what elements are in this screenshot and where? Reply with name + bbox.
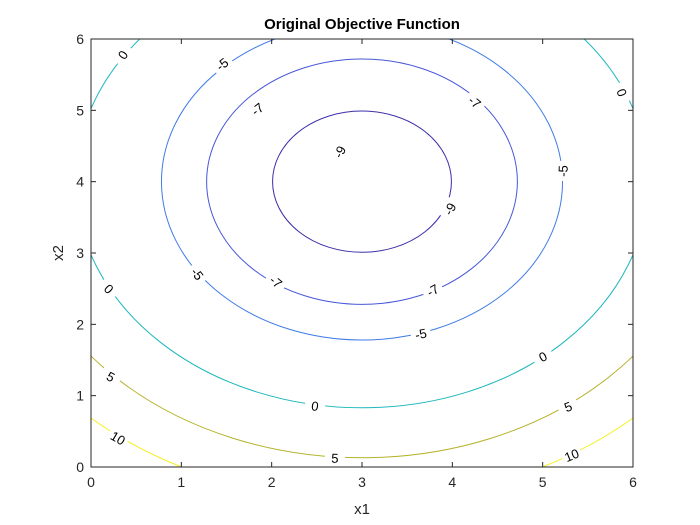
y-tick-label: 2 — [76, 316, 84, 332]
contour-label-background — [437, 196, 462, 222]
y-tick-label: 4 — [76, 174, 84, 190]
contour-label-background — [263, 268, 289, 295]
x-tick-label: 2 — [268, 474, 276, 490]
contour-line--7 — [206, 58, 518, 305]
y-axis-label: x2 — [50, 245, 67, 261]
contour-label-background — [209, 51, 235, 77]
contour-lines — [91, 39, 633, 467]
contour-label-background — [98, 364, 124, 389]
contour-label: -5 — [414, 326, 428, 343]
x-tick-label: 0 — [87, 474, 95, 490]
contour-label-background — [327, 139, 352, 165]
contour-label-background — [185, 260, 211, 287]
chart-title: Original Objective Function — [264, 16, 460, 33]
contour-label: -5 — [555, 165, 570, 177]
contour-label-background — [304, 396, 327, 415]
contour-label-background — [462, 89, 488, 115]
contour-label: 10 — [108, 428, 128, 448]
x-tick-label: 3 — [358, 474, 366, 490]
plot-frame — [90, 38, 634, 468]
contour-label-background — [324, 449, 346, 467]
contour-line--9 — [272, 110, 452, 253]
contour-line--5 — [161, 39, 563, 341]
x-axis-label: x1 — [354, 501, 370, 518]
contour-label-background — [244, 96, 271, 122]
y-tick-label: 5 — [76, 102, 84, 118]
contour-label-background — [105, 425, 131, 450]
contour-label-background — [554, 160, 571, 182]
contour-label-background — [530, 344, 556, 369]
contour-label-background — [559, 443, 584, 467]
contour-label: 0 — [613, 87, 630, 99]
x-tick-label: 4 — [448, 474, 456, 490]
contour-label-background — [409, 323, 433, 344]
x-tick-label: 5 — [539, 474, 547, 490]
x-tick-label: 1 — [177, 474, 185, 490]
y-tick-label: 3 — [76, 245, 84, 261]
contour-label: 10 — [562, 446, 581, 465]
axis-ticks: 0 1 2 3 4 5 6 0 1 2 3 4 5 6 — [76, 31, 637, 490]
y-tick-label: 1 — [76, 388, 84, 404]
y-tick-label: 6 — [76, 31, 84, 47]
contour-label-background — [419, 278, 446, 303]
contour-label-background — [96, 275, 122, 302]
contour-label: 5 — [331, 451, 339, 466]
contour-label-background — [110, 41, 135, 68]
contour-line-5 — [91, 355, 633, 459]
y-tick-label: 0 — [76, 459, 84, 475]
contour-label-background — [555, 395, 581, 418]
contour-line-0 — [91, 39, 633, 409]
x-tick-label: 6 — [629, 474, 637, 490]
contour-label-background — [611, 80, 634, 105]
contour-label: 0 — [310, 398, 319, 414]
contour-line-10 — [91, 417, 633, 467]
